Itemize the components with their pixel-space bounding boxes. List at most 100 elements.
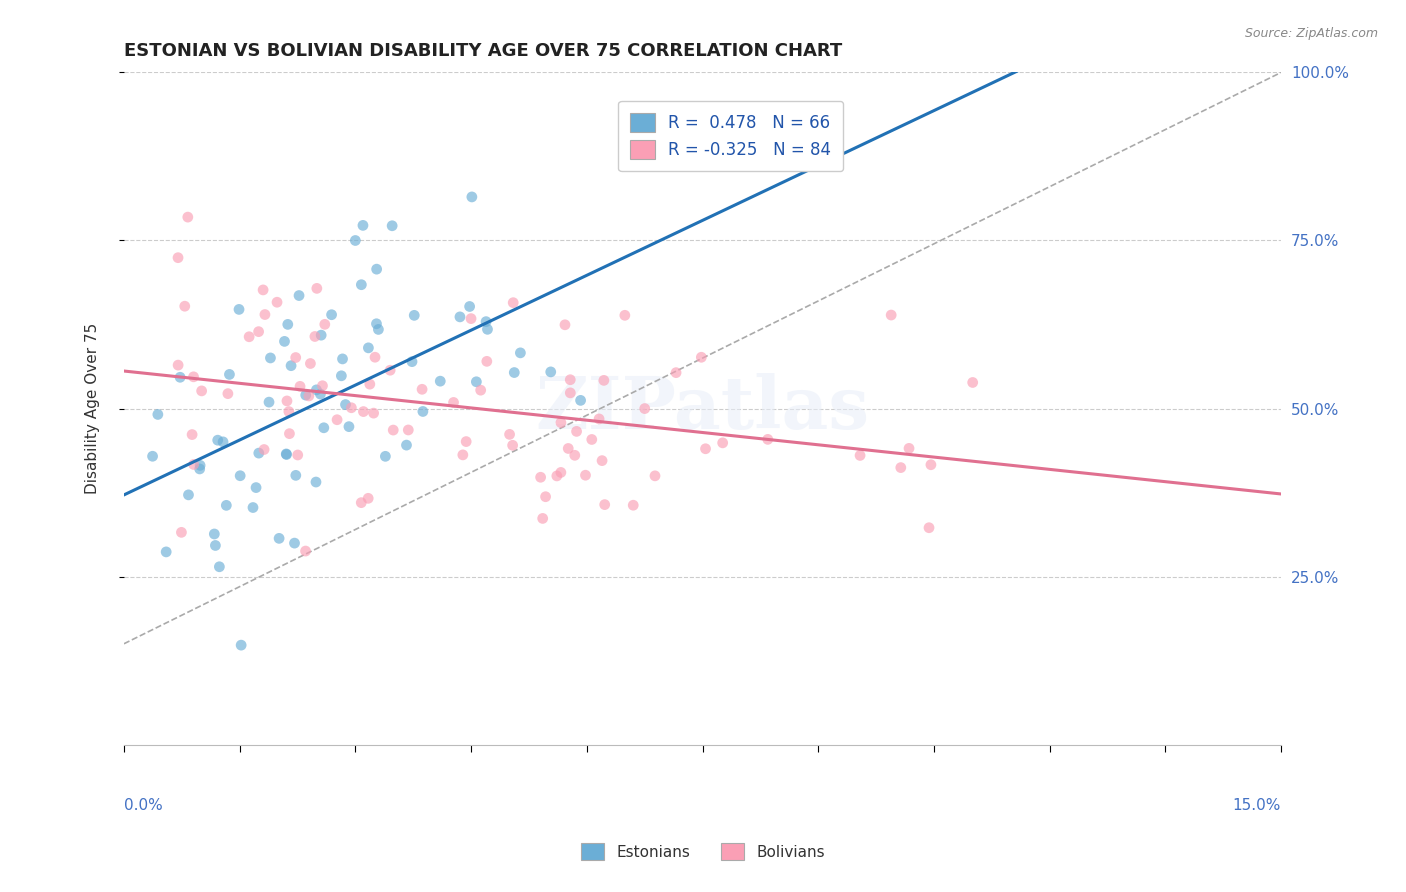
Text: Source: ZipAtlas.com: Source: ZipAtlas.com: [1244, 27, 1378, 40]
Point: [531, 511, 554, 525]
Point: [217, 386, 239, 401]
Point: [202, 527, 225, 541]
Point: [366, 317, 388, 331]
Point: [352, 404, 374, 418]
Point: [169, 370, 191, 384]
Point: [880, 308, 903, 322]
Point: [188, 462, 211, 476]
Point: [374, 450, 396, 464]
Point: [266, 295, 288, 310]
Point: [509, 346, 531, 360]
Point: [284, 351, 307, 365]
Point: [451, 448, 474, 462]
Point: [890, 460, 912, 475]
Point: [565, 425, 588, 439]
Point: [366, 262, 388, 277]
Point: [458, 300, 481, 314]
Point: [228, 302, 250, 317]
Point: [177, 488, 200, 502]
Point: [367, 322, 389, 336]
Point: [557, 442, 579, 456]
Point: [380, 363, 402, 377]
Point: [276, 393, 298, 408]
Point: [167, 251, 190, 265]
Text: 15.0%: 15.0%: [1233, 798, 1281, 814]
Point: [546, 469, 568, 483]
Point: [337, 419, 360, 434]
Point: [364, 350, 387, 364]
Point: [695, 442, 717, 456]
Point: [849, 449, 872, 463]
Point: [593, 498, 616, 512]
Point: [288, 379, 311, 393]
Point: [711, 435, 734, 450]
Point: [756, 433, 779, 447]
Point: [564, 448, 586, 462]
Point: [215, 499, 238, 513]
Point: [273, 334, 295, 349]
Point: [299, 357, 322, 371]
Point: [314, 318, 336, 332]
Point: [898, 442, 921, 456]
Point: [920, 458, 942, 472]
Point: [335, 398, 357, 412]
Legend: R =  0.478   N = 66, R = -0.325   N = 84: R = 0.478 N = 66, R = -0.325 N = 84: [619, 101, 844, 171]
Point: [312, 421, 335, 435]
Point: [321, 308, 343, 322]
Point: [173, 299, 195, 313]
Point: [207, 433, 229, 447]
Point: [477, 322, 499, 336]
Point: [404, 309, 426, 323]
Point: [181, 427, 204, 442]
Point: [461, 190, 484, 204]
Point: [411, 382, 433, 396]
Point: [183, 458, 205, 472]
Point: [229, 468, 252, 483]
Point: [304, 329, 326, 343]
Point: [382, 423, 405, 437]
Point: [475, 315, 498, 329]
Point: [309, 328, 332, 343]
Point: [503, 366, 526, 380]
Point: [381, 219, 404, 233]
Text: 0.0%: 0.0%: [124, 798, 163, 814]
Point: [344, 234, 367, 248]
Point: [247, 325, 270, 339]
Point: [456, 434, 478, 449]
Point: [475, 354, 498, 368]
Point: [183, 369, 205, 384]
Point: [204, 539, 226, 553]
Point: [357, 491, 380, 506]
Point: [276, 448, 298, 462]
Point: [443, 395, 465, 409]
Point: [396, 423, 419, 437]
Point: [465, 375, 488, 389]
Text: ZIPatlas: ZIPatlas: [536, 373, 869, 444]
Point: [269, 532, 291, 546]
Point: [284, 468, 307, 483]
Point: [298, 389, 321, 403]
Point: [253, 308, 276, 322]
Point: [276, 447, 298, 461]
Point: [305, 281, 328, 295]
Point: [231, 638, 253, 652]
Point: [665, 366, 688, 380]
Point: [502, 295, 524, 310]
Point: [962, 376, 984, 390]
Point: [429, 374, 451, 388]
Point: [247, 446, 270, 460]
Point: [330, 368, 353, 383]
Point: [280, 359, 302, 373]
Point: [277, 404, 299, 418]
Point: [560, 373, 582, 387]
Point: [142, 449, 165, 463]
Point: [352, 219, 374, 233]
Point: [253, 442, 276, 457]
Point: [257, 395, 280, 409]
Point: [560, 385, 582, 400]
Point: [918, 521, 941, 535]
Point: [412, 404, 434, 418]
Point: [498, 427, 520, 442]
Point: [540, 365, 562, 379]
Point: [340, 401, 363, 415]
